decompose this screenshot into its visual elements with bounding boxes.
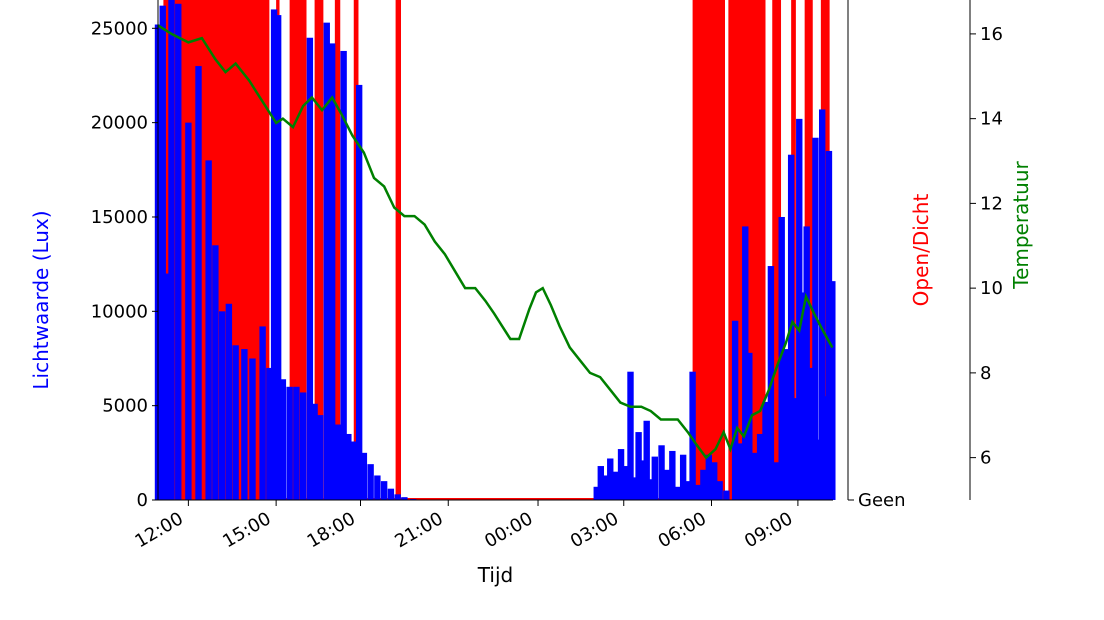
y-right2-label: Temperatuur — [1009, 160, 1033, 289]
y-left-tick-label: 20000 — [91, 113, 148, 134]
sensor-chart: 0 5000 10000 15000 20000 25000 Lichtwaarde (Lu… — [0, 0, 1104, 620]
y-left-tick-label: 5000 — [102, 396, 148, 417]
y-right2-tick-label: 8 — [980, 363, 991, 384]
y-right2-tick-label: 12 — [980, 193, 1003, 214]
x-tick-label: 03:00 — [567, 508, 622, 552]
x-tick-label: 18:00 — [304, 508, 359, 552]
y-left-tick-label: 15000 — [91, 207, 148, 228]
y-right1-tick-label: Geen — [858, 490, 906, 511]
y-left-tick-label: 25000 — [91, 18, 148, 39]
y-left-label: Lichtwaarde (Lux) — [29, 210, 53, 389]
y-right2-tick-label: 6 — [980, 448, 991, 469]
y-right2-tick-label: 16 — [980, 24, 1003, 45]
y-right2-tick-label: 14 — [980, 109, 1003, 130]
y-right2-tick-label: 10 — [980, 278, 1003, 299]
x-tick-label: 09:00 — [741, 508, 796, 552]
x-tick-label: 12:00 — [131, 508, 186, 552]
x-tick-label: 21:00 — [391, 508, 446, 552]
y-left-tick-label: 10000 — [91, 301, 148, 322]
y-right1-label: Open/Dicht — [909, 194, 933, 307]
open-close-series — [158, 0, 833, 500]
y-left-tick-label: 0 — [137, 490, 148, 511]
x-tick-label: 00:00 — [481, 508, 536, 552]
x-tick-label: 15:00 — [219, 508, 274, 552]
x-axis-label: Tijd — [477, 563, 513, 587]
x-tick-label: 06:00 — [655, 508, 710, 552]
